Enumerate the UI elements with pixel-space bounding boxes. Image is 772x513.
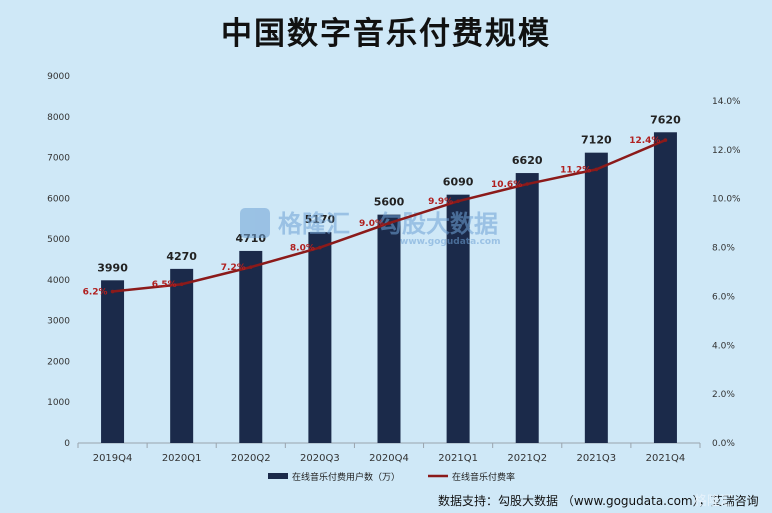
corner-watermark: 格隆汇 bbox=[694, 494, 734, 509]
bar bbox=[101, 280, 125, 443]
bar bbox=[239, 250, 263, 443]
x-axis-tick-label: 2021Q3 bbox=[576, 453, 616, 464]
left-axis-tick-label: 3000 bbox=[47, 317, 70, 327]
rate-point bbox=[179, 282, 184, 287]
bar bbox=[308, 232, 332, 443]
bar-value-label: 5170 bbox=[305, 213, 336, 226]
watermark-brand: 格隆汇 bbox=[278, 210, 350, 238]
right-axis-tick-label: 2.0% bbox=[712, 390, 735, 400]
bar bbox=[446, 194, 470, 443]
rate-point bbox=[663, 138, 668, 142]
legend-bar-label: 在线音乐付费用户数（万） bbox=[292, 471, 400, 483]
right-axis-tick-label: 14.0% bbox=[712, 97, 741, 107]
legend-bar-swatch bbox=[268, 473, 288, 479]
bar bbox=[653, 132, 677, 444]
rate-value-label: 12.4% bbox=[629, 136, 660, 146]
x-axis-tick-label: 2021Q4 bbox=[646, 453, 686, 464]
left-axis-tick-label: 6000 bbox=[47, 194, 70, 204]
x-axis-tick-label: 2020Q2 bbox=[231, 453, 271, 464]
rate-point bbox=[110, 289, 115, 294]
left-axis-tick-label: 4000 bbox=[47, 276, 70, 286]
bar-value-label: 6620 bbox=[512, 154, 543, 167]
watermark-logo-icon bbox=[240, 208, 270, 238]
right-axis-tick-label: 6.0% bbox=[712, 292, 735, 302]
bar bbox=[377, 214, 401, 443]
x-axis-tick-label: 2021Q1 bbox=[438, 453, 478, 464]
left-axis-tick-label: 2000 bbox=[47, 357, 70, 367]
rate-value-label: 6.5% bbox=[152, 280, 177, 290]
legend-line-label: 在线音乐付费率 bbox=[452, 471, 515, 483]
rate-value-label: 9.0% bbox=[359, 219, 384, 229]
bar-value-label: 4270 bbox=[166, 250, 197, 263]
rate-value-label: 7.2% bbox=[221, 263, 246, 273]
rate-point bbox=[594, 167, 599, 172]
left-axis-tick-label: 9000 bbox=[47, 72, 70, 82]
bar bbox=[170, 268, 194, 443]
left-axis-tick-label: 8000 bbox=[47, 113, 70, 123]
rate-point bbox=[525, 182, 530, 186]
rate-point bbox=[248, 265, 253, 269]
rate-point bbox=[456, 199, 460, 203]
bar bbox=[584, 152, 608, 443]
x-axis-tick-label: 2020Q1 bbox=[162, 453, 202, 464]
watermark-sub: 勾股大数据 bbox=[378, 210, 498, 238]
right-axis-tick-label: 0.0% bbox=[712, 439, 735, 449]
left-axis-tick-label: 1000 bbox=[47, 398, 70, 408]
rate-value-label: 9.9% bbox=[428, 197, 453, 207]
bar-value-label: 5600 bbox=[374, 196, 405, 209]
x-axis-tick-label: 2019Q4 bbox=[93, 453, 133, 464]
right-axis-tick-label: 12.0% bbox=[712, 146, 741, 156]
rate-value-label: 6.2% bbox=[83, 288, 108, 298]
bar-value-label: 6090 bbox=[443, 176, 474, 189]
bar-value-label: 3990 bbox=[97, 261, 128, 274]
chart-title: 中国数字音乐付费规模 bbox=[221, 16, 551, 52]
right-axis-tick-label: 10.0% bbox=[712, 195, 741, 205]
watermark-url: www.gogudata.com bbox=[400, 237, 500, 247]
rate-point bbox=[387, 221, 391, 225]
right-axis-tick-label: 8.0% bbox=[712, 244, 735, 254]
left-axis-tick-label: 5000 bbox=[47, 235, 70, 245]
rate-value-label: 8.0% bbox=[290, 244, 315, 254]
bar bbox=[515, 173, 539, 443]
bar-value-label: 7120 bbox=[581, 134, 612, 147]
left-axis-tick-label: 0 bbox=[64, 439, 70, 449]
x-axis-tick-label: 2020Q3 bbox=[300, 453, 340, 464]
left-axis-tick-label: 7000 bbox=[47, 154, 70, 164]
rate-point bbox=[318, 245, 322, 250]
source-note: 数据支持：勾股大数据 （www.gogudata.com），艾瑞咨询 bbox=[438, 494, 759, 508]
x-axis-tick-label: 2020Q4 bbox=[369, 453, 409, 464]
bar-value-label: 7620 bbox=[650, 113, 681, 126]
x-axis-tick-label: 2021Q2 bbox=[507, 453, 547, 464]
right-axis-tick-label: 4.0% bbox=[712, 341, 735, 351]
rate-value-label: 11.2% bbox=[560, 165, 591, 175]
rate-value-label: 10.6% bbox=[491, 180, 522, 190]
